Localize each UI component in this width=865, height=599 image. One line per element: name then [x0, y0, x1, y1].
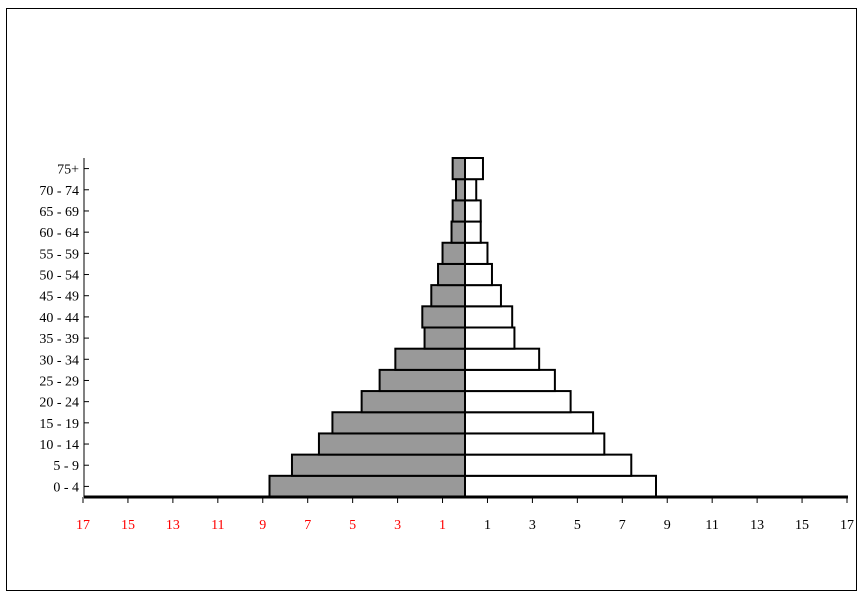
- bar-right: [464, 368, 556, 393]
- bar-right: [464, 474, 657, 498]
- bar-right: [464, 220, 482, 244]
- x-tick-label: 17: [840, 518, 854, 533]
- bar-left: [268, 474, 466, 498]
- bar-left: [378, 368, 466, 393]
- y-tick-label: 35 - 39: [39, 332, 79, 347]
- y-tick-label: 70 - 74: [39, 184, 79, 199]
- bar-left: [437, 262, 467, 287]
- bar-right: [464, 305, 514, 329]
- bar-left: [423, 326, 467, 350]
- y-tick-label: 15 - 19: [39, 417, 79, 432]
- y-tick-label: 55 - 59: [39, 247, 79, 262]
- bar-left: [450, 220, 466, 244]
- y-tick-label: 50 - 54: [39, 269, 79, 284]
- x-tick-label: 11: [211, 518, 224, 533]
- x-tick-label: 13: [750, 518, 764, 533]
- x-tick-label: 13: [166, 518, 180, 533]
- y-tick-label: 75+: [57, 163, 79, 178]
- y-tick-label: 40 - 44: [39, 311, 79, 326]
- x-tick-label: 11: [705, 518, 718, 533]
- y-tick-label: 10 - 14: [39, 438, 79, 453]
- x-tick-label: 9: [259, 518, 266, 533]
- bar-right: [464, 178, 478, 202]
- bar-left: [441, 241, 467, 265]
- x-tick-label: 1: [439, 518, 446, 533]
- y-tick-label: 65 - 69: [39, 205, 79, 220]
- bar-left: [317, 432, 466, 456]
- x-tick-label: 1: [484, 518, 491, 533]
- bar-right: [464, 432, 606, 456]
- x-tick-label: 7: [304, 518, 311, 533]
- x-tick-label: 5: [349, 518, 356, 533]
- bar-right: [464, 390, 572, 414]
- y-tick-label: 0 - 4: [53, 480, 79, 495]
- bar-left: [451, 199, 466, 223]
- bar-right: [464, 284, 502, 308]
- bar-left: [421, 305, 466, 329]
- y-tick-label: 30 - 34: [39, 353, 79, 368]
- x-tick-label: 3: [394, 518, 401, 533]
- y-tick-label: 60 - 64: [39, 226, 79, 241]
- bar-right: [464, 157, 484, 181]
- x-tick-label: 5: [574, 518, 581, 533]
- y-tick-label: 45 - 49: [39, 290, 79, 305]
- x-tick-label: 15: [121, 518, 135, 533]
- bar-left: [430, 284, 467, 308]
- y-tick-label: 25 - 29: [39, 374, 79, 389]
- bar-left: [331, 411, 466, 435]
- x-tick-label: 7: [619, 518, 626, 533]
- bar-right: [464, 347, 541, 371]
- y-tick-label: 20 - 24: [39, 396, 79, 411]
- bar-left: [290, 453, 466, 477]
- x-tick-label: 17: [76, 518, 90, 533]
- bar-right: [464, 241, 489, 265]
- y-tick-label: 5 - 9: [53, 459, 79, 474]
- x-tick-label: 15: [795, 518, 809, 533]
- bar-right: [464, 262, 493, 287]
- bar-right: [464, 453, 633, 477]
- x-tick-label: 3: [529, 518, 536, 533]
- bar-left: [451, 157, 466, 181]
- bar-right: [464, 411, 595, 435]
- bar-right: [464, 326, 516, 350]
- bar-left: [394, 347, 467, 371]
- bar-left: [360, 390, 466, 414]
- bar-right: [464, 199, 482, 223]
- bar-left: [455, 178, 467, 202]
- x-tick-label: 9: [664, 518, 671, 533]
